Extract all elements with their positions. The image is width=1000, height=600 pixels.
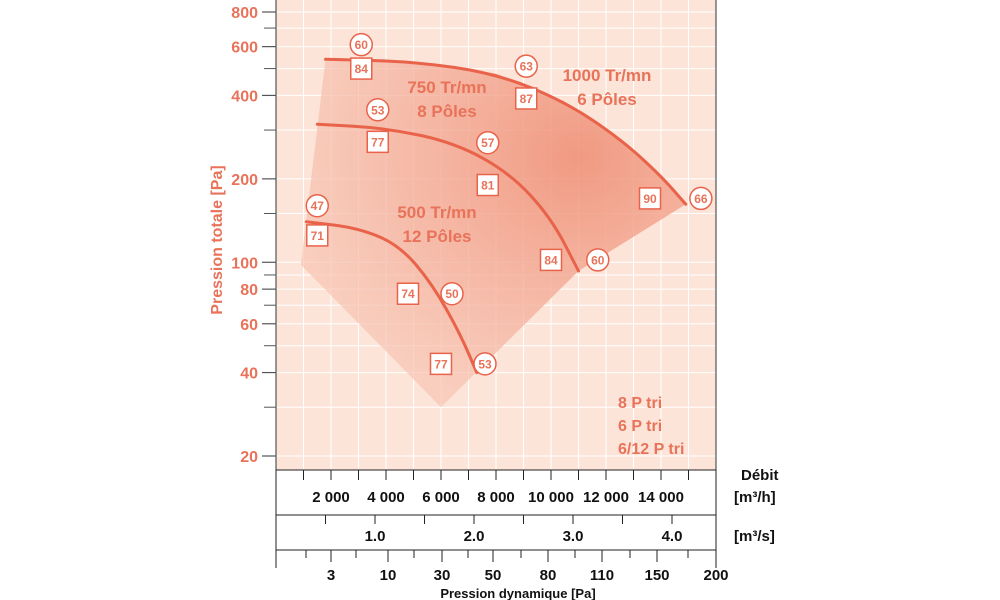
sound-level-circle-marker	[473, 352, 497, 376]
pd-tick-label: 50	[485, 567, 502, 584]
m3s-tick-label: 1.0	[365, 528, 386, 545]
sound-level-circle-marker	[689, 186, 713, 211]
curve-label-speed: 750 Tr/mn	[407, 78, 486, 97]
curve-label-poles: 6 Pôles	[577, 90, 637, 109]
m3h-tick-label: 12 000	[583, 489, 629, 506]
y-tick-label: 200	[231, 172, 258, 189]
curve-label-poles: 8 Pôles	[417, 102, 477, 121]
marker-value: 57	[481, 136, 495, 150]
m3s-tick-label: 3.0	[563, 528, 584, 545]
m3h-tick-label: 14 000	[638, 489, 684, 506]
curve-label-speed: 500 Tr/mn	[397, 203, 476, 222]
sound-level-circle-marker	[305, 193, 329, 218]
curve-750-rpm	[315, 122, 580, 273]
marker-value: 84	[355, 62, 369, 76]
pd-tick-label: 3	[327, 567, 335, 584]
m3h-tick-label: 8 000	[477, 489, 515, 506]
sound-level-circle-marker	[586, 248, 610, 272]
pd-tick-label: 10	[380, 567, 397, 584]
sound-level-square-marker	[396, 282, 420, 305]
y-tick-label: 40	[240, 366, 258, 383]
sound-level-circle-marker	[366, 98, 390, 122]
y-tick-label: 600	[231, 40, 258, 57]
curve-500-rpm	[304, 220, 479, 375]
sound-level-circle-marker	[514, 54, 538, 78]
marker-value: 90	[643, 192, 657, 206]
marker-value: 63	[520, 60, 534, 74]
pd-tick-label: 200	[703, 567, 728, 584]
pd-tick-label: 80	[540, 567, 557, 584]
pression-dynamique-title: Pression dynamique [Pa]	[440, 586, 595, 600]
marker-value: 47	[311, 199, 325, 213]
pd-tick-label: 30	[434, 567, 451, 584]
marker-value: 60	[355, 38, 369, 52]
marker-value: 84	[544, 253, 558, 267]
y-tick-label: 80	[240, 282, 258, 299]
sound-level-square-marker	[515, 87, 538, 110]
pd-tick-label: 110	[590, 567, 614, 584]
y-tick-label: 60	[240, 317, 258, 334]
marker-value: 53	[478, 357, 492, 371]
legend-entry: 8 P tri	[618, 395, 662, 412]
m3s-unit: [m³/s]	[734, 528, 775, 545]
sound-level-square-marker	[476, 173, 499, 197]
curve-label-poles: 12 Pôles	[403, 227, 472, 246]
marker-value: 71	[311, 229, 325, 243]
sound-level-square-marker	[306, 224, 329, 247]
marker-value: 50	[445, 287, 459, 301]
m3h-unit: [m³/h]	[734, 489, 776, 506]
marker-value: 77	[371, 135, 385, 149]
sound-level-square-marker	[539, 248, 563, 272]
y-axis-title: Pression totale [Pa]	[209, 165, 226, 314]
sound-level-circle-marker	[440, 281, 464, 306]
legend-entry: 6 P tri	[618, 418, 662, 435]
marker-value: 81	[481, 179, 495, 193]
sound-level-circle-marker	[349, 32, 373, 57]
sound-level-square-marker	[366, 130, 389, 154]
marker-value: 53	[371, 103, 385, 117]
m3h-tick-label: 6 000	[422, 489, 460, 506]
y-tick-label: 100	[231, 255, 258, 272]
marker-value: 87	[520, 92, 534, 106]
operating-envelope	[300, 59, 686, 408]
sound-level-square-marker	[638, 187, 662, 210]
curve-label-speed: 1000 Tr/mn	[563, 66, 652, 85]
debit-title: Débit	[741, 467, 779, 484]
legend-entry: 6/12 P tri	[618, 441, 684, 458]
m3s-tick-label: 4.0	[662, 528, 683, 545]
marker-value: 74	[401, 287, 415, 301]
sound-level-square-marker	[429, 352, 453, 376]
m3h-tick-label: 10 000	[528, 489, 574, 506]
y-tick-label: 800	[231, 5, 258, 22]
m3h-tick-label: 4 000	[367, 489, 405, 506]
pd-tick-label: 150	[644, 567, 669, 584]
m3s-tick-label: 2.0	[464, 528, 485, 545]
marker-value: 77	[434, 357, 448, 371]
sound-level-circle-marker	[476, 130, 500, 155]
m3h-tick-label: 2 000	[312, 489, 350, 506]
y-tick-label: 400	[231, 88, 258, 105]
y-tick-label: 20	[240, 449, 258, 466]
marker-value: 66	[694, 192, 708, 206]
sound-level-square-marker	[350, 57, 373, 80]
marker-value: 60	[591, 253, 605, 267]
